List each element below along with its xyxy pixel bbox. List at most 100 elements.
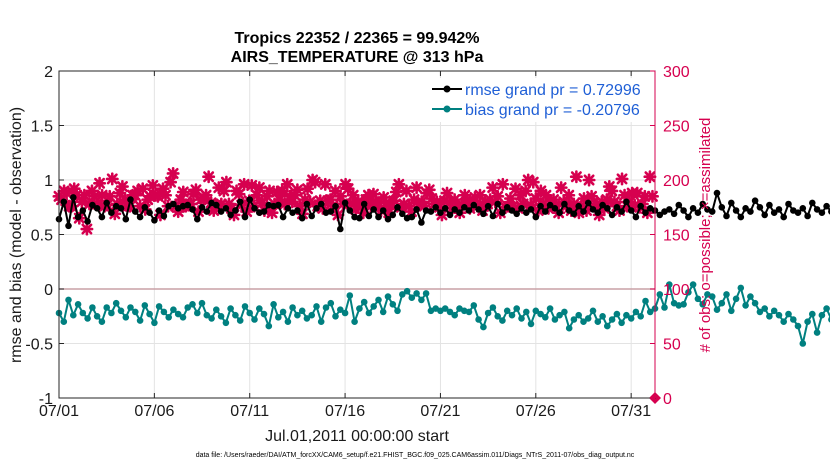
obs-marker [615,172,629,186]
obs-marker [174,193,188,207]
obs-marker [422,183,436,197]
rmse-point [74,213,82,221]
y-tick-label-left: 0 [44,282,53,299]
rmse-point [699,200,706,208]
obs-marker [227,208,241,222]
obs-marker [491,189,505,203]
bias-point [689,281,697,288]
bias-point [236,317,244,324]
rmse-point [747,208,754,215]
rmse-point [670,210,678,218]
rmse-point [756,204,764,211]
obs-marker [298,193,312,207]
rmse-point [232,207,239,214]
obs-marker [349,202,363,216]
obs-marker [356,206,370,220]
rmse-point [217,208,225,215]
bias-point [399,291,406,298]
y-axis-label-right: # of obs: o=possible; ×=assimilated [697,118,714,353]
obs-marker [600,193,614,207]
obs-marker [328,184,342,198]
rmse-point [713,189,721,197]
bias-point [136,317,144,324]
y-tick-label-right: 0 [663,391,672,408]
bias-point [604,322,611,330]
rmse-point [189,206,196,213]
obs-marker [529,192,543,206]
rmse-point [260,208,268,215]
rmse-point [513,210,520,218]
obs-marker [118,193,132,207]
rmse-point [694,209,702,216]
rmse-point [508,207,516,214]
obs-marker [630,186,644,200]
bias-point [294,311,301,319]
obs-marker [486,181,500,195]
bias-point [470,302,478,309]
bias-point [546,305,554,312]
obs-marker [113,186,127,200]
rmse-point [408,213,416,221]
obs-marker [224,201,238,215]
bias-point [384,293,392,300]
rmse-point [103,199,110,207]
rmse-point [427,208,435,215]
bias-point [465,308,473,316]
rmse-point [685,213,692,221]
obs-marker [448,193,462,207]
rmse-point [546,201,554,209]
bias-point [251,316,258,323]
obs-marker [483,193,497,207]
bias-point [65,296,72,304]
rmse-point [122,215,130,223]
bias-point [537,310,544,318]
obs-marker [252,181,266,195]
bias-point [570,316,578,323]
obs-marker [618,188,632,202]
x-tick-label: 07/31 [611,403,651,420]
bias-point [117,307,125,315]
obs-marker [136,182,150,196]
bias-point [532,307,540,315]
rmse-point [456,209,463,216]
bias-point [337,306,344,314]
y-tick-label-left: 0.5 [31,228,53,245]
rmse-point [222,205,230,212]
obs-marker [488,195,502,209]
bias-point [785,310,792,318]
obs-marker [75,195,89,209]
x-axis-label: Jul.01,2011 00:00:00 start [265,428,449,445]
y-tick-label-right: 150 [663,228,690,245]
bias-point [594,318,602,326]
bias-point [618,319,625,327]
rmse-point [360,200,368,208]
rmse-point [317,200,325,208]
bias-point [627,315,635,322]
bias-point [270,301,277,308]
obs-marker [334,189,348,203]
legend-bias-marker [443,105,451,113]
obs-marker [506,199,520,213]
rmse-point [494,200,502,208]
bias-point [642,297,649,305]
rmse-point [732,207,740,214]
obs-marker [153,208,167,222]
bias-point [322,304,330,311]
rmse-point [170,200,177,208]
bias-point [494,313,502,320]
rmse-point [60,198,68,206]
obs-marker [60,186,74,200]
rmse-point [465,207,473,214]
obs-marker [95,188,109,202]
rmse-point [484,202,492,210]
rmse-point [441,205,449,212]
legend-box [430,78,648,122]
x-tick-label: 07/06 [134,403,174,420]
bias-point [108,309,115,317]
bias-point [203,311,211,319]
rmse-point [370,206,378,213]
obs-marker [460,195,474,209]
rmse-point [623,198,630,206]
x-tick-label: 07/01 [39,403,79,420]
obs-marker [88,189,102,203]
